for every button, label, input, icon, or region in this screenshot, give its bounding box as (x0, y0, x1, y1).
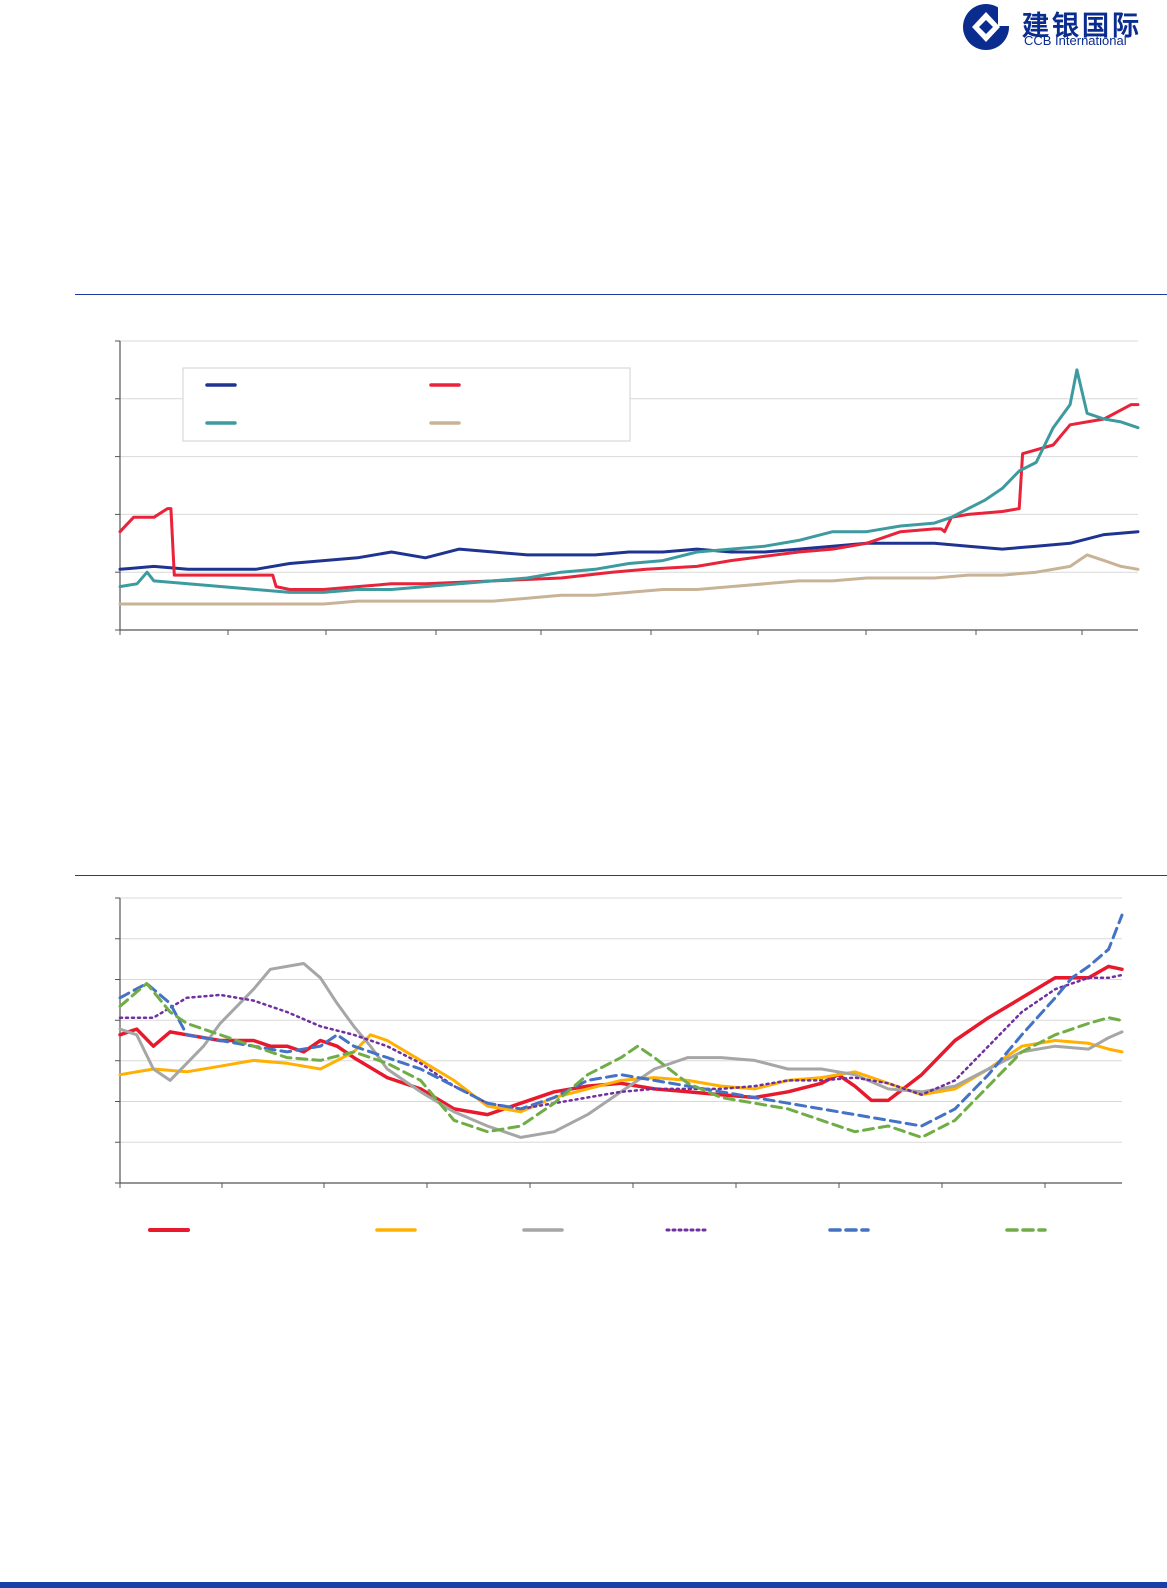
series-line-3 (118, 962, 1124, 1139)
section-divider-1 (75, 294, 1167, 295)
chart-1 (0, 330, 1167, 640)
series-line-2 (118, 403, 1140, 591)
chart-2 (0, 890, 1167, 1250)
series-line-1 (118, 530, 1140, 571)
series-line-5 (118, 913, 1124, 1128)
series-line-4 (118, 553, 1140, 606)
section-divider-2 (75, 875, 1167, 876)
chart-2-svg (115, 897, 1124, 1232)
footer-bar (0, 1582, 1167, 1588)
chart-1-svg (115, 340, 1140, 635)
legend-box (182, 367, 631, 442)
brand-name-en: CCB International (1024, 33, 1127, 48)
series-line-4 (118, 973, 1124, 1111)
series-line-3 (118, 368, 1140, 594)
ccb-diamond-logo-icon (963, 2, 1010, 50)
ccb-logo: 建银国际 CCB International (962, 2, 1167, 52)
brand-name-cn: 建银国际 (1022, 11, 1142, 42)
series-line-6 (118, 982, 1124, 1139)
series-line-1 (118, 964, 1124, 1117)
